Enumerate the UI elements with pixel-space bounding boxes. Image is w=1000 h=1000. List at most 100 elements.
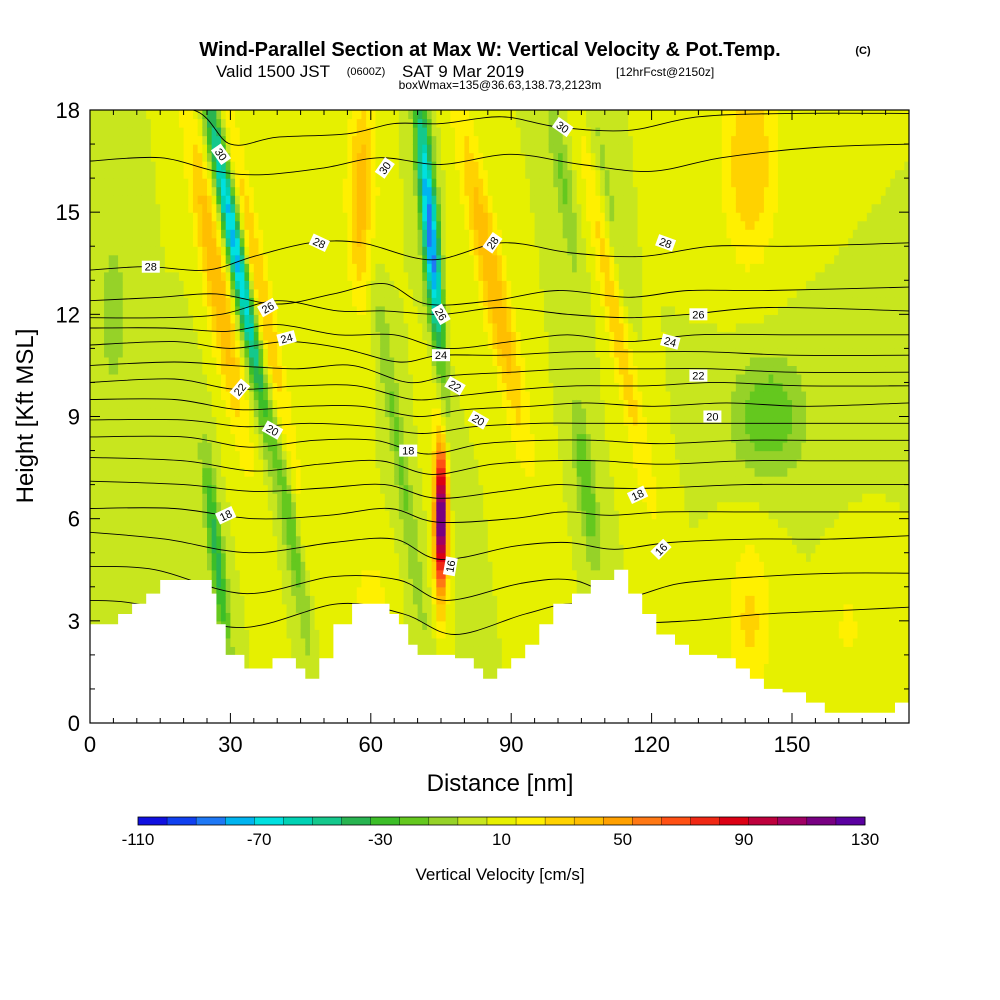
- w-cell: [136, 237, 143, 247]
- w-cell: [314, 442, 320, 452]
- w-cell: [235, 178, 241, 188]
- w-cell: [319, 246, 325, 256]
- w-cell: [192, 356, 199, 367]
- w-cell: [99, 603, 105, 613]
- w-cell: [136, 390, 143, 401]
- w-cell: [239, 510, 246, 520]
- w-cell: [244, 501, 250, 511]
- w-cell: [230, 373, 236, 384]
- w-cell: [178, 169, 185, 179]
- w-cell: [249, 518, 255, 528]
- w-cell: [272, 280, 278, 290]
- w-cell: [356, 365, 363, 375]
- w-cell: [94, 297, 100, 307]
- w-cell: [267, 569, 274, 579]
- w-cell: [277, 110, 283, 120]
- w-cell: [258, 382, 264, 392]
- w-cell: [375, 527, 381, 537]
- w-cell: [361, 331, 367, 341]
- w-cell: [324, 271, 330, 281]
- w-cell: [328, 356, 334, 367]
- w-cell: [305, 220, 311, 230]
- w-cell: [104, 144, 110, 154]
- w-cell: [394, 535, 400, 545]
- w-cell: [394, 365, 400, 375]
- w-cell: [324, 169, 330, 179]
- w-cell: [192, 527, 199, 537]
- w-cell: [183, 365, 189, 375]
- w-cell: [230, 467, 236, 477]
- w-cell: [277, 314, 283, 324]
- w-cell: [398, 612, 405, 622]
- w-cell: [169, 220, 175, 230]
- w-cell: [150, 229, 157, 239]
- w-cell: [94, 433, 100, 443]
- w-cell: [132, 390, 138, 401]
- w-cell: [202, 501, 208, 511]
- w-cell: [408, 578, 414, 588]
- w-cell: [272, 110, 278, 120]
- w-cell: [155, 407, 161, 418]
- w-cell: [295, 476, 302, 486]
- w-cell: [328, 220, 334, 230]
- w-cell: [286, 152, 292, 162]
- w-cell: [356, 552, 363, 562]
- w-cell: [178, 561, 185, 571]
- w-cell: [150, 305, 157, 315]
- w-cell: [366, 476, 372, 486]
- w-cell: [394, 442, 400, 452]
- w-cell: [249, 356, 255, 367]
- w-cell: [272, 144, 278, 154]
- w-cell: [235, 280, 241, 290]
- w-cell: [132, 442, 138, 452]
- w-cell: [361, 263, 367, 273]
- w-cell: [314, 459, 320, 469]
- w-cell: [277, 152, 283, 162]
- w-cell: [342, 161, 348, 171]
- w-cell: [398, 552, 405, 562]
- w-cell: [295, 578, 302, 588]
- w-cell: [239, 203, 246, 213]
- w-cell: [291, 263, 297, 273]
- w-cell: [160, 561, 166, 571]
- w-cell: [319, 629, 325, 639]
- w-cell: [258, 254, 264, 264]
- w-cell: [366, 178, 372, 188]
- w-cell: [370, 271, 377, 281]
- w-cell: [178, 271, 185, 281]
- w-cell: [398, 348, 405, 358]
- w-cell: [207, 399, 213, 409]
- w-cell: [403, 373, 409, 384]
- w-cell: [192, 348, 199, 358]
- w-cell: [328, 459, 334, 469]
- w-cell: [309, 671, 316, 682]
- w-cell: [380, 297, 386, 307]
- w-cell: [370, 322, 377, 332]
- w-cell: [267, 399, 274, 409]
- w-cell: [384, 390, 391, 401]
- w-cell: [253, 178, 260, 188]
- w-cell: [132, 212, 138, 222]
- w-cell: [169, 501, 175, 511]
- w-cell: [197, 365, 203, 375]
- w-cell: [127, 288, 133, 298]
- w-cell: [249, 118, 255, 128]
- w-cell: [132, 450, 138, 460]
- w-cell: [333, 203, 339, 213]
- w-cell: [160, 527, 166, 537]
- w-cell: [202, 314, 208, 324]
- w-cell: [136, 425, 143, 435]
- w-cell: [178, 144, 185, 154]
- w-cell: [319, 399, 325, 409]
- w-cell: [267, 629, 274, 639]
- w-cell: [253, 212, 260, 222]
- w-cell: [113, 407, 119, 418]
- w-cell: [197, 450, 203, 460]
- w-cell: [389, 127, 395, 137]
- w-cell: [408, 322, 414, 332]
- w-cell: [146, 382, 152, 392]
- w-cell: [94, 603, 100, 613]
- w-cell: [104, 416, 110, 426]
- w-cell: [127, 254, 133, 264]
- w-cell: [370, 348, 377, 358]
